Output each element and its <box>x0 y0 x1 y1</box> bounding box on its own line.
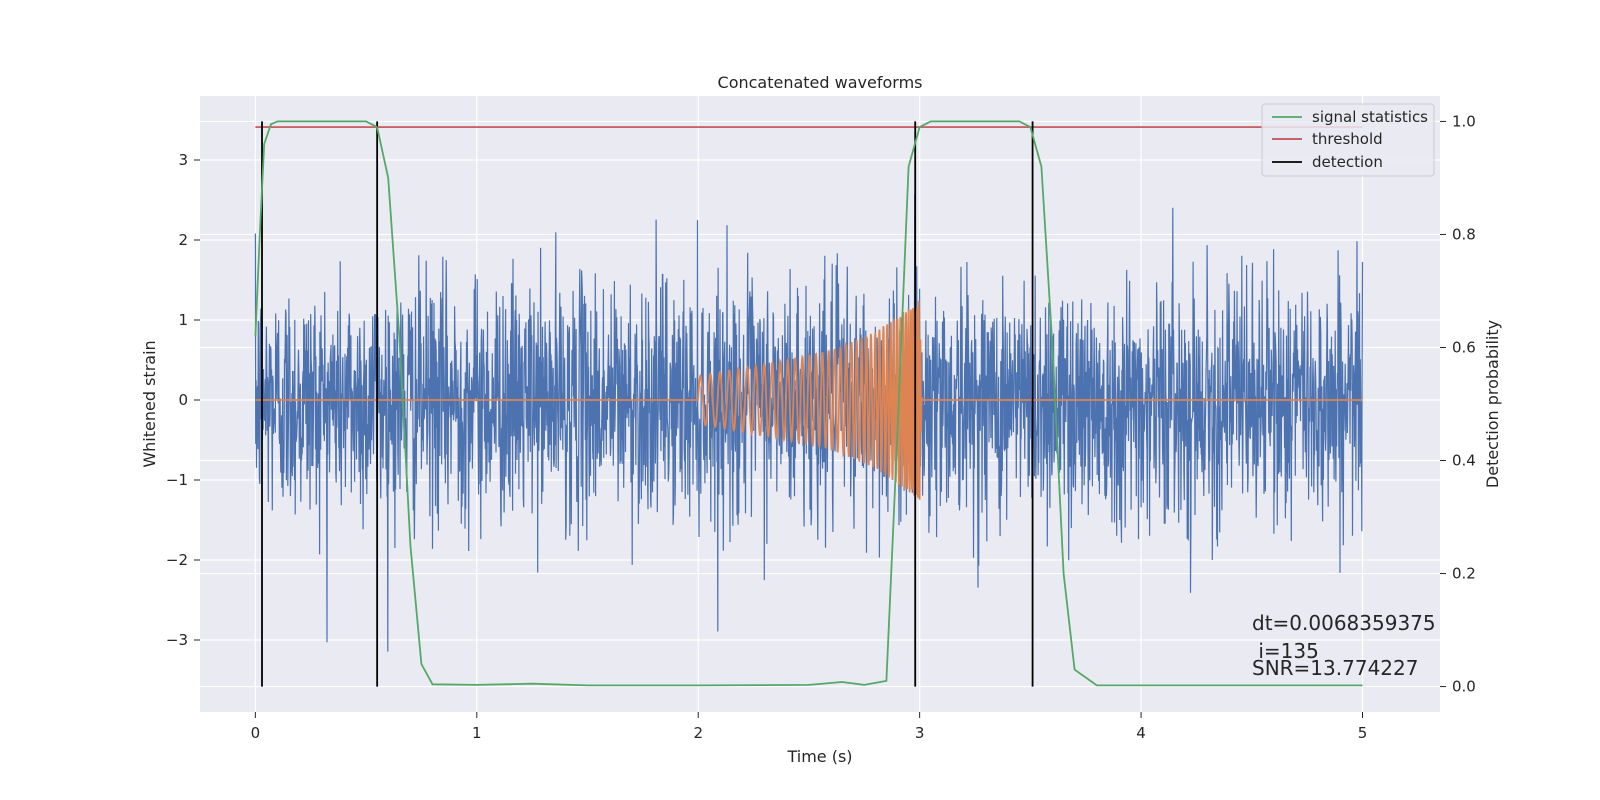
left-y-tick-label: −3 <box>166 631 188 649</box>
legend-detection-label: detection <box>1312 153 1383 171</box>
legend-threshold-label: threshold <box>1312 130 1383 148</box>
left-y-tick-label: 3 <box>178 151 188 169</box>
left-y-tick-label: 0 <box>178 391 188 409</box>
detection-series <box>261 121 1034 687</box>
left-y-tick-label: 2 <box>178 231 188 249</box>
injected-chirp-series <box>255 300 1363 500</box>
x-tick-label: 0 <box>251 724 261 742</box>
left-y-tick-label: −2 <box>166 551 188 569</box>
right-y-axis-ticks: 0.0 0.2 0.4 0.6 0.8 1.0 <box>1440 112 1476 696</box>
chart-title: Concatenated waveforms <box>718 73 923 92</box>
x-tick-label: 4 <box>1136 724 1146 742</box>
left-y-axis-label: Whitened strain <box>140 340 159 467</box>
right-y-tick-label: 0.0 <box>1452 678 1476 696</box>
right-y-axis-label: Detection probability <box>1483 320 1502 488</box>
right-y-tick-label: 0.4 <box>1452 452 1476 470</box>
right-y-tick-label: 0.6 <box>1452 338 1476 356</box>
right-y-tick-label: 0.8 <box>1452 225 1476 243</box>
x-tick-label: 2 <box>693 724 703 742</box>
left-y-tick-label: 1 <box>178 311 188 329</box>
annotation-index: i=135 <box>1252 639 1319 663</box>
x-axis-label: Time (s) <box>786 747 852 766</box>
x-tick-label: 3 <box>915 724 925 742</box>
legend-box <box>1261 103 1435 177</box>
left-y-axis-ticks: −3 −2 −1 0 1 2 3 <box>166 151 200 649</box>
whitened-noise-series <box>254 194 1364 652</box>
legend: signal statistics threshold detection <box>1261 103 1435 177</box>
x-tick-label: 5 <box>1358 724 1368 742</box>
right-y-tick-label: 1.0 <box>1452 112 1476 130</box>
annotation-snr: SNR=13.774227 <box>1252 656 1418 680</box>
annotation-dt: dt=0.0068359375 <box>1252 611 1436 635</box>
x-axis-ticks: 0 1 2 3 4 5 <box>251 712 1368 742</box>
left-y-tick-label: −1 <box>166 471 188 489</box>
signal-statistics-series <box>254 120 1363 687</box>
annotation-block: dt=0.0068359375 i=135 SNR=13.774227 <box>1252 611 1436 680</box>
right-y-tick-label: 0.2 <box>1452 565 1476 583</box>
legend-signal-statistics-label: signal statistics <box>1312 108 1428 126</box>
x-tick-label: 1 <box>472 724 482 742</box>
